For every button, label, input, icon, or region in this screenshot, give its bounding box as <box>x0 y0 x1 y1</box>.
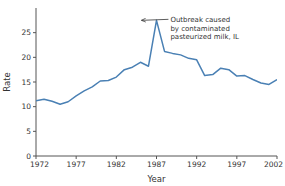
x-tick <box>76 156 77 159</box>
x-tick <box>277 156 278 159</box>
x-tick <box>156 156 157 159</box>
y-tick <box>33 82 36 83</box>
x-axis-label: Year <box>147 174 167 184</box>
y-tick-label: 25 <box>21 28 31 37</box>
x-tick-label: 1982 <box>107 160 126 169</box>
y-tick <box>33 131 36 132</box>
x-tick-label: 1992 <box>187 160 206 169</box>
y-tick-label: 15 <box>21 78 31 87</box>
plot-area <box>36 20 277 104</box>
x-tick <box>36 156 37 159</box>
annotation-text: Outbreak causedby contaminatedpasteurize… <box>170 16 239 41</box>
chart: 05101520251972197719821987199219972002Ye… <box>0 0 285 186</box>
rate-line <box>36 20 277 104</box>
y-tick-label: 5 <box>26 127 31 136</box>
x-tick-label: 1972 <box>30 160 49 169</box>
x-tick-label: 2002 <box>264 160 283 169</box>
y-tick-label: 10 <box>21 102 31 111</box>
x-tick-label: 1977 <box>67 160 86 169</box>
x-tick-label: 1997 <box>227 160 246 169</box>
y-tick <box>33 32 36 33</box>
y-tick-label: 20 <box>21 53 31 62</box>
annotation-arrow <box>141 19 168 20</box>
y-tick <box>33 57 36 58</box>
x-tick <box>196 156 197 159</box>
y-axis-label: Rate <box>2 72 12 92</box>
y-tick <box>33 106 36 107</box>
x-tick <box>116 156 117 159</box>
x-tick-label: 1987 <box>147 160 166 169</box>
x-tick <box>236 156 237 159</box>
